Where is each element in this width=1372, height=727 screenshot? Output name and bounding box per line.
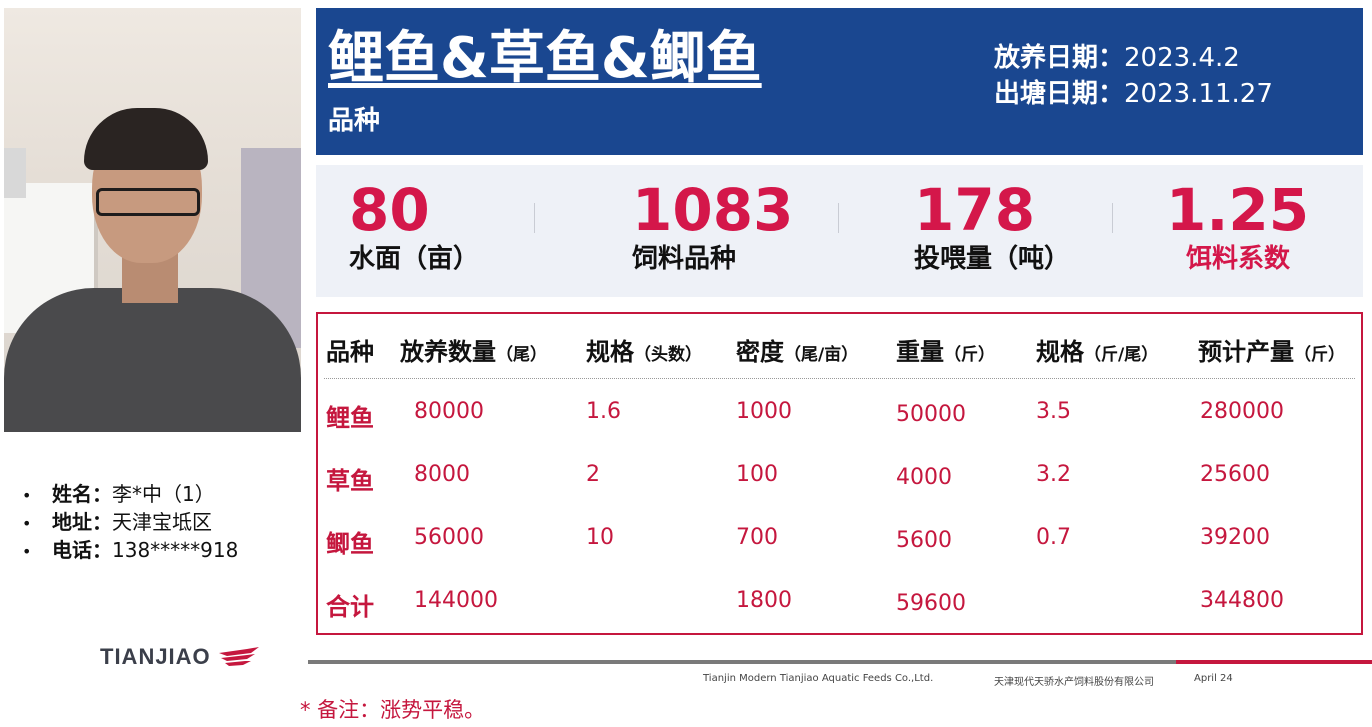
- footer-date: April 24: [1194, 673, 1233, 684]
- stock-date: 放养日期：2023.4.2: [994, 43, 1240, 73]
- species-subtitle: 品种: [328, 106, 381, 136]
- bird-wing-icon: [218, 647, 259, 666]
- stat-feed-ratio: 1.25 饵料系数: [1166, 176, 1310, 274]
- col-header-spec-per-fish: 规格（斤/尾）: [1036, 338, 1159, 366]
- stat-feed-amount: 178 投喂量（吨）: [914, 176, 1071, 274]
- tianjiao-logo: TIANJIAO: [100, 642, 261, 672]
- col-header-spec: 规格（头数）: [586, 338, 702, 366]
- footer-company-cn: 天津现代天骄水产饲料股份有限公司: [994, 677, 1154, 688]
- col-header-quantity: 放养数量（尾）: [400, 338, 547, 366]
- stat-feed-type: 1083 饲料品种: [632, 176, 794, 274]
- header-banner: 鲤鱼&草鱼&鲫鱼 品种 放养日期：2023.4.2 出塘日期：2023.11.2…: [316, 8, 1363, 155]
- footer-divider-accent: [1176, 660, 1372, 664]
- col-header-weight: 重量（斤）: [896, 338, 995, 366]
- species-title: 鲤鱼&草鱼&鲫鱼: [328, 26, 762, 91]
- farmer-info: • 姓名：李*中（1） • 地址：天津宝坻区 • 电话：138*****918: [22, 480, 238, 564]
- info-name: • 姓名：李*中（1）: [22, 482, 215, 506]
- remark-note: * 备注：涨势平稳。: [300, 698, 486, 722]
- stat-water-area: 80 水面（亩）: [349, 176, 480, 274]
- info-phone: • 电话：138*****918: [22, 538, 239, 562]
- col-header-species: 品种: [326, 338, 374, 366]
- farmer-photo: [4, 8, 301, 432]
- footer-divider: [308, 660, 1176, 664]
- footer-company-en: Tianjin Modern Tianjiao Aquatic Feeds Co…: [703, 673, 934, 684]
- stocking-table: 品种 放养数量（尾） 规格（头数） 密度（尾/亩） 重量（斤） 规格（斤/尾） …: [316, 312, 1363, 635]
- harvest-date: 出塘日期：2023.11.27: [994, 79, 1273, 109]
- info-address: • 地址：天津宝坻区: [22, 510, 212, 534]
- dates-block: 放养日期：2023.4.2 出塘日期：2023.11.27: [994, 40, 1273, 112]
- stats-strip: 80 水面（亩） 1083 饲料品种 178 投喂量（吨） 1.25 饵料系数: [316, 165, 1363, 297]
- col-header-yield: 预计产量（斤）: [1198, 338, 1345, 366]
- col-header-density: 密度（尾/亩）: [736, 338, 859, 366]
